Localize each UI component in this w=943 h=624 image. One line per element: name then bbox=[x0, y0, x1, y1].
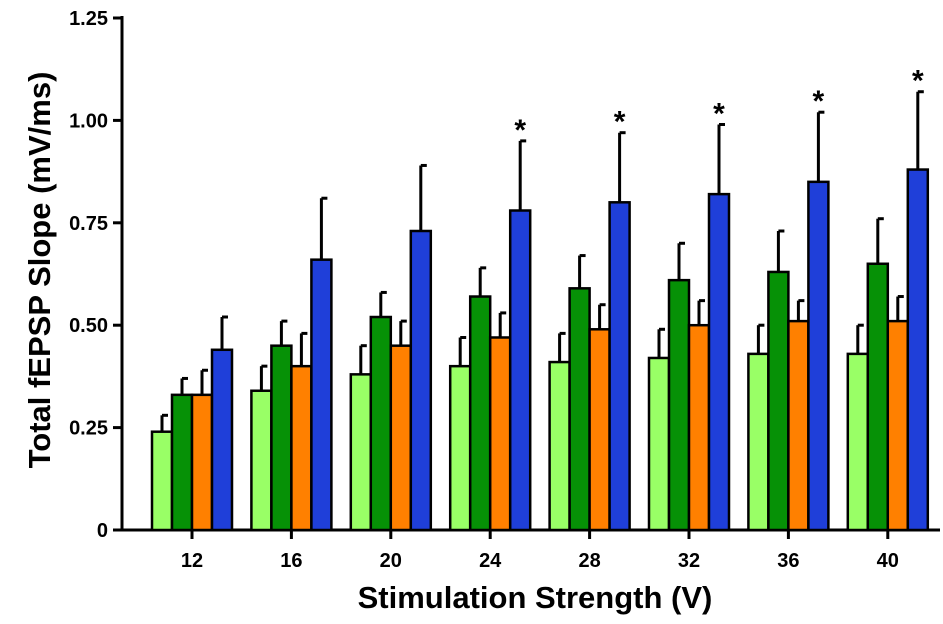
bar bbox=[886, 319, 910, 532]
bar bbox=[369, 315, 393, 532]
x-tick-label: 16 bbox=[280, 550, 302, 572]
y-tick-label: 0.50 bbox=[69, 315, 108, 337]
x-tick-label: 32 bbox=[678, 550, 700, 572]
bar bbox=[588, 328, 611, 532]
bar bbox=[488, 336, 512, 532]
significance-marker: * bbox=[713, 97, 725, 130]
bar bbox=[647, 356, 671, 532]
bar bbox=[906, 168, 930, 532]
y-axis-title: Total fEPSP Slope (mV/ms) bbox=[22, 72, 57, 469]
bar bbox=[548, 360, 571, 532]
x-tick-label: 36 bbox=[777, 550, 799, 572]
bar bbox=[310, 258, 333, 532]
significance-marker: * bbox=[614, 106, 626, 139]
x-tick-label: 24 bbox=[479, 550, 502, 572]
bar bbox=[707, 192, 731, 532]
x-tick-label: 12 bbox=[181, 550, 203, 572]
y-tick-label: 0.75 bbox=[69, 213, 108, 235]
x-tick-label: 40 bbox=[877, 550, 899, 572]
y-tick-label: 0 bbox=[97, 520, 108, 542]
x-axis-title: Stimulation Strength (V) bbox=[358, 580, 713, 615]
bar bbox=[508, 209, 532, 532]
y-tick-label: 1.00 bbox=[69, 110, 108, 132]
bar bbox=[687, 323, 711, 532]
bar bbox=[170, 393, 194, 532]
x-tick-label: 20 bbox=[380, 550, 402, 572]
y-tick-label: 0.25 bbox=[69, 418, 108, 440]
bar bbox=[568, 287, 591, 532]
bar bbox=[468, 295, 492, 532]
bar bbox=[270, 344, 293, 532]
bar bbox=[846, 352, 870, 532]
bar bbox=[409, 229, 433, 532]
bar bbox=[807, 180, 830, 532]
bar bbox=[190, 393, 214, 532]
bar bbox=[150, 430, 174, 532]
bar bbox=[349, 373, 373, 532]
bar bbox=[448, 364, 472, 532]
plot-area: 0 0.25 0.50 0.75 1.00 1.25 12 16 20 24 28 32 36 40 * * *… bbox=[69, 8, 940, 572]
significance-marker: * bbox=[912, 65, 924, 98]
bar bbox=[747, 352, 770, 532]
bar bbox=[767, 270, 790, 532]
bar bbox=[389, 344, 413, 532]
bar bbox=[866, 262, 890, 532]
significance-marker: * bbox=[813, 85, 825, 118]
bar bbox=[210, 348, 234, 532]
x-tick-label: 28 bbox=[578, 550, 600, 572]
bar bbox=[787, 319, 810, 532]
significance-marker: * bbox=[514, 114, 526, 147]
y-tick-label: 1.25 bbox=[69, 8, 108, 30]
bar bbox=[608, 201, 631, 532]
bar bbox=[667, 278, 691, 532]
bar bbox=[250, 389, 273, 532]
bar bbox=[290, 364, 313, 532]
